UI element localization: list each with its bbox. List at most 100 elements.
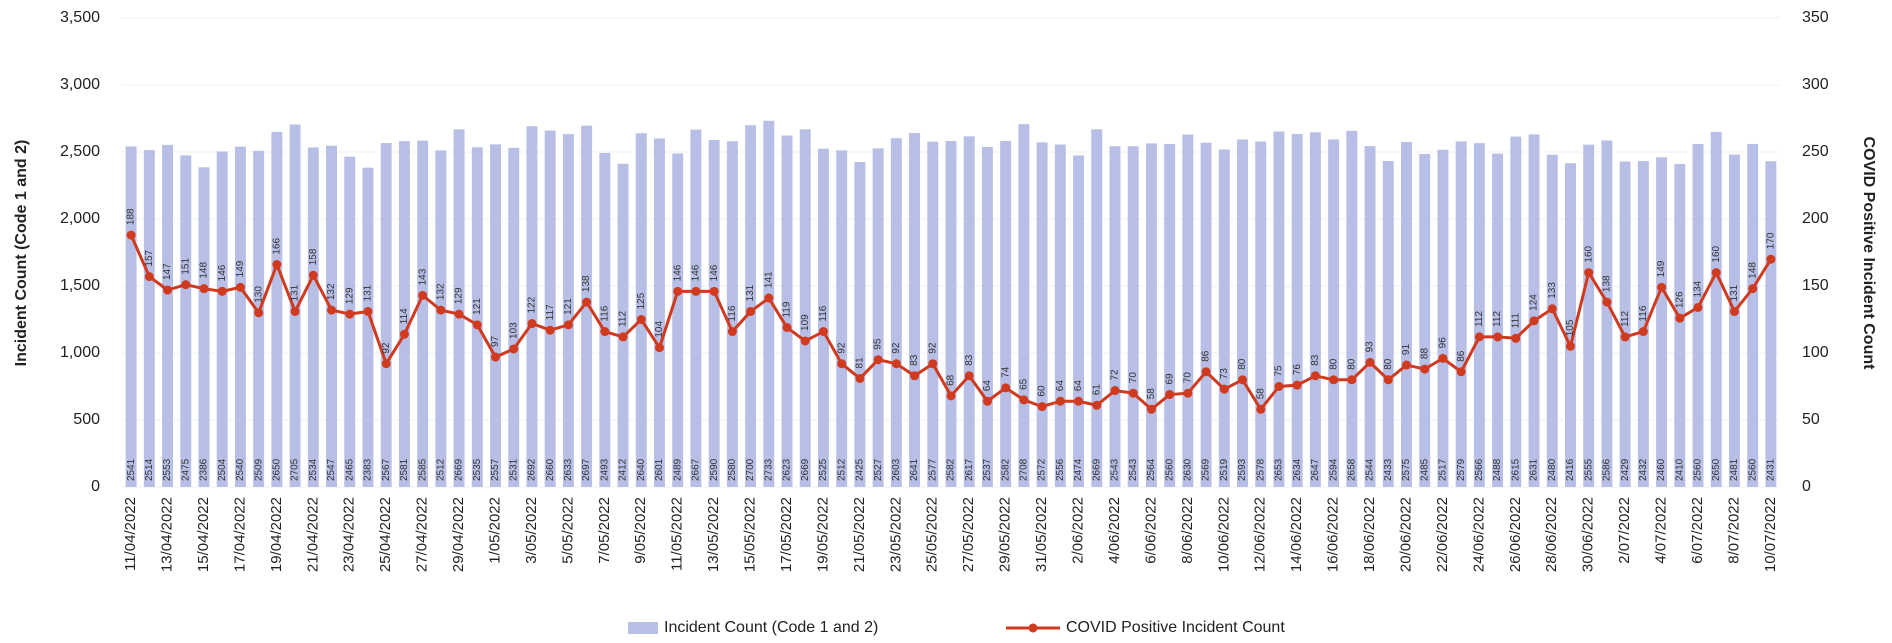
bar bbox=[1273, 131, 1285, 488]
bar-data-label: 2416 bbox=[1565, 458, 1576, 481]
bar bbox=[781, 135, 793, 487]
line-marker bbox=[673, 286, 683, 296]
bar-data-label: 2560 bbox=[1747, 458, 1758, 481]
line-marker bbox=[764, 293, 774, 303]
bar-data-label: 2432 bbox=[1638, 458, 1649, 481]
line-data-label: 131 bbox=[290, 284, 301, 301]
line-data-label: 111 bbox=[1510, 313, 1521, 329]
bar-data-label: 2544 bbox=[1365, 458, 1376, 481]
bar-data-label: 2705 bbox=[290, 458, 301, 481]
bar-data-label: 2586 bbox=[1602, 458, 1613, 481]
x-tick-label: 29/04/2022 bbox=[450, 497, 467, 572]
bar-data-label: 2640 bbox=[636, 458, 647, 481]
x-tick-label: 29/05/2022 bbox=[997, 497, 1014, 572]
line-data-label: 109 bbox=[800, 314, 811, 331]
line-marker bbox=[855, 373, 865, 383]
line-marker bbox=[1474, 332, 1484, 342]
bar-data-label: 2641 bbox=[909, 458, 920, 481]
bar bbox=[1546, 154, 1558, 487]
line-marker bbox=[1292, 380, 1302, 390]
line-data-label: 121 bbox=[563, 298, 574, 315]
line-marker bbox=[1638, 327, 1648, 337]
line-marker bbox=[1146, 404, 1156, 414]
line-data-label: 129 bbox=[454, 287, 465, 304]
line-data-label: 80 bbox=[1383, 358, 1394, 370]
line-marker bbox=[1584, 268, 1594, 278]
line-marker bbox=[582, 297, 592, 307]
bar bbox=[1510, 136, 1522, 487]
bar-data-label: 2547 bbox=[326, 458, 337, 481]
line-marker bbox=[1729, 306, 1739, 316]
bar-data-label: 2481 bbox=[1729, 458, 1740, 481]
bar-data-label: 2575 bbox=[1401, 458, 1412, 481]
bar bbox=[1728, 154, 1740, 487]
line-marker bbox=[1037, 402, 1047, 412]
line-data-label: 160 bbox=[1583, 245, 1594, 262]
line-marker bbox=[1547, 304, 1557, 314]
x-tick-label: 17/05/2022 bbox=[778, 497, 795, 572]
line-data-label: 64 bbox=[1073, 380, 1084, 392]
line-marker bbox=[345, 309, 355, 319]
bar-data-label: 2669 bbox=[454, 458, 465, 481]
bar-data-label: 2582 bbox=[1000, 458, 1011, 481]
line-marker bbox=[1183, 388, 1193, 398]
line-marker bbox=[873, 355, 883, 365]
bar bbox=[1109, 146, 1121, 487]
bar-data-label: 2540 bbox=[235, 458, 246, 481]
x-tick-label: 17/04/2022 bbox=[231, 497, 248, 572]
x-tick-label: 31/05/2022 bbox=[1033, 497, 1050, 572]
bar-data-label: 2517 bbox=[1438, 458, 1449, 481]
line-data-label: 132 bbox=[435, 283, 446, 300]
bar bbox=[1473, 143, 1485, 487]
line-marker bbox=[1529, 316, 1539, 326]
bar bbox=[872, 148, 884, 487]
bar-data-label: 2480 bbox=[1547, 458, 1558, 481]
y2-tick-label: 200 bbox=[1802, 210, 1829, 227]
x-tick-label: 11/05/2022 bbox=[669, 497, 686, 571]
bar-data-label: 2383 bbox=[363, 458, 374, 481]
line-data-label: 122 bbox=[527, 296, 538, 313]
bar-data-label: 2658 bbox=[1346, 458, 1357, 481]
bar-data-label: 2603 bbox=[891, 458, 902, 481]
line-marker bbox=[1219, 384, 1229, 394]
bar bbox=[1747, 143, 1759, 487]
bar bbox=[143, 150, 155, 487]
line-marker bbox=[928, 359, 938, 369]
line-marker bbox=[891, 359, 901, 369]
line-data-label: 166 bbox=[272, 237, 283, 254]
bar-data-label: 2429 bbox=[1620, 458, 1631, 481]
line-data-label: 91 bbox=[1401, 343, 1412, 355]
x-tick-label: 21/04/2022 bbox=[304, 497, 321, 572]
bar bbox=[1164, 143, 1176, 487]
line-marker bbox=[235, 282, 245, 292]
line-data-label: 72 bbox=[1110, 369, 1121, 381]
bar-data-label: 2581 bbox=[399, 458, 410, 481]
bar bbox=[362, 167, 374, 488]
line-data-label: 58 bbox=[1146, 388, 1157, 400]
line-data-label: 157 bbox=[144, 249, 155, 266]
bar bbox=[1000, 141, 1012, 487]
bar-data-label: 2667 bbox=[691, 458, 702, 481]
line-data-label: 80 bbox=[1237, 358, 1248, 370]
line-data-label: 116 bbox=[818, 305, 829, 321]
bar-data-label: 2580 bbox=[727, 458, 738, 481]
bar bbox=[981, 147, 993, 488]
line-data-label: 149 bbox=[235, 260, 246, 277]
line-marker bbox=[1055, 396, 1065, 406]
bar-data-label: 2708 bbox=[1019, 458, 1030, 481]
line-data-label: 64 bbox=[982, 380, 993, 392]
x-tick-label: 4/06/2022 bbox=[1106, 497, 1123, 564]
line-marker bbox=[691, 286, 701, 296]
bar-data-label: 2615 bbox=[1510, 458, 1521, 481]
bar bbox=[635, 133, 647, 488]
line-data-label: 103 bbox=[508, 322, 519, 339]
line-data-label: 132 bbox=[326, 283, 337, 300]
bar-data-label: 2617 bbox=[964, 458, 975, 481]
line-data-label: 61 bbox=[1091, 384, 1102, 396]
y2-tick-label: 250 bbox=[1802, 143, 1829, 160]
x-tick-label: 9/05/2022 bbox=[632, 497, 649, 564]
line-marker bbox=[946, 391, 956, 401]
line-marker bbox=[381, 359, 391, 369]
line-data-label: 131 bbox=[745, 284, 756, 301]
line-data-label: 138 bbox=[581, 275, 592, 292]
